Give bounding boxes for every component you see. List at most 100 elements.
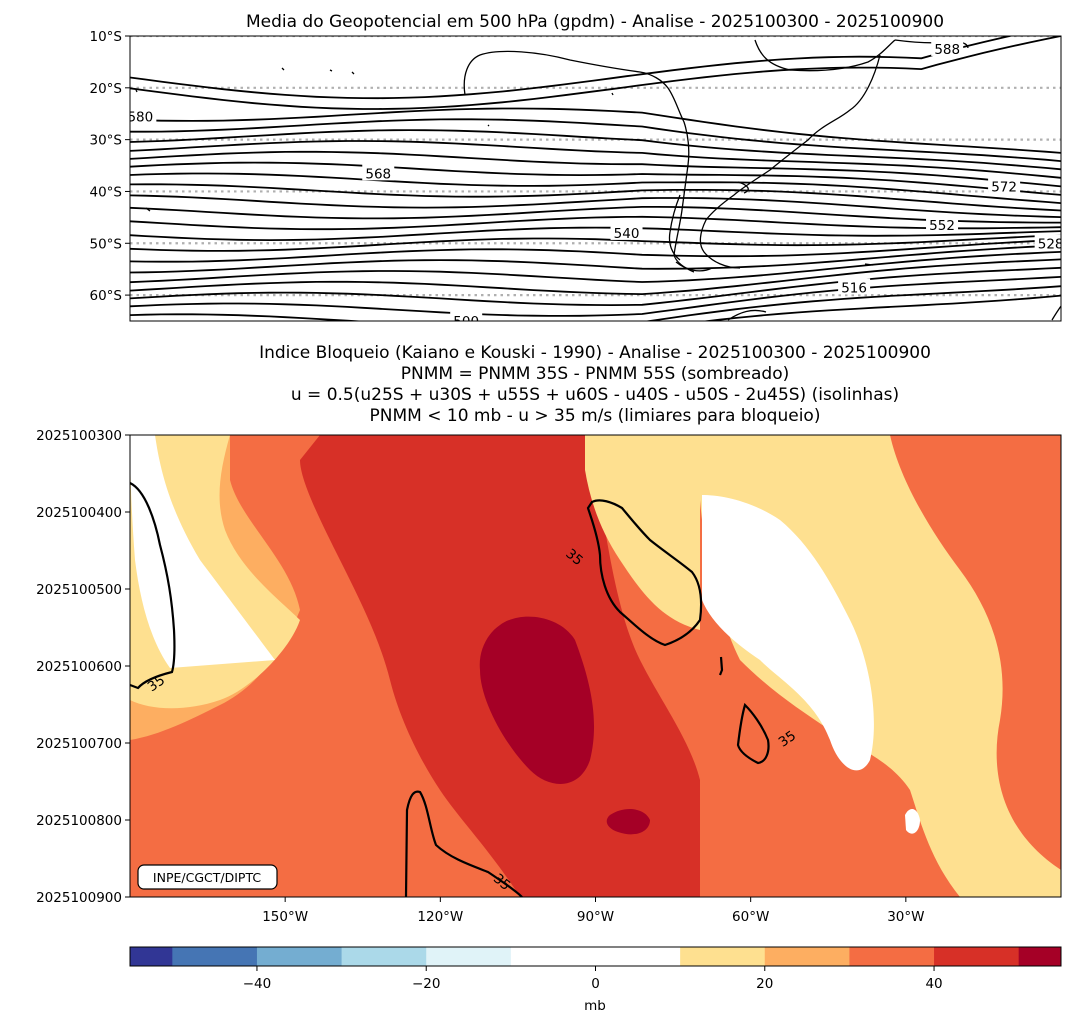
colorbar-tick-label-4: 40 [925, 976, 942, 992]
contour-508 [130, 276, 1061, 317]
isoline-35-small [718, 656, 724, 676]
blocking-title-line-1: Indice Bloqueio (Kaiano e Kouski - 1990)… [259, 343, 931, 363]
credit-box: INPE/CGCT/DIPTC [137, 864, 278, 890]
colorbar-segment-8 [849, 947, 935, 966]
time-tick-label-2025100700: 2025100700 [36, 736, 122, 752]
contour-label-516: 516 [841, 280, 867, 296]
contour-552 [130, 183, 1061, 212]
colorbar-segment-9 [934, 947, 1020, 966]
colorbar-ticks: −40 −20 0 20 40 [243, 966, 943, 992]
colorbar-segment-7 [764, 947, 850, 966]
blocking-title-line-2: PNMM = PNMM 35S - PNMM 55S (sombreado) [401, 364, 790, 384]
contour-516 [130, 258, 1061, 296]
isoline-35-east [736, 702, 770, 765]
colorbar-segment-6 [680, 947, 766, 966]
colorbar [130, 947, 1062, 966]
contour-520 [130, 251, 1061, 284]
contour-588 [130, 36, 1014, 100]
contour-label-bg-528 [1034, 234, 1061, 251]
contour-label-bg-572 [988, 177, 1021, 194]
contour-label-568: 568 [365, 166, 391, 182]
colorbar-tick-label-1: −20 [412, 976, 441, 992]
time-tick-label-2025100500: 2025100500 [36, 582, 122, 598]
lat-tick-label-40: 40°S [90, 184, 123, 200]
geopotential-map-frame [129, 35, 1062, 322]
lon-tick-label-120°W: 120°W [417, 909, 463, 925]
lat-tick-label-50: 50°S [90, 236, 123, 252]
isoline-35-center [586, 499, 703, 647]
blocking-title-line-4: PNMM < 10 mb - u > 35 m/s (limiares para… [370, 406, 821, 426]
tierra-del-fuego [668, 194, 713, 272]
colorbar-segment-10 [1018, 947, 1062, 966]
isoline-35-west [130, 482, 176, 690]
colorbar-tick-label-2: 0 [591, 976, 600, 992]
contour-568 [130, 140, 1061, 179]
lon-tick-label-30°W: 30°W [887, 909, 924, 925]
colorbar-segment-0 [130, 947, 173, 966]
contour-label-bg-552 [926, 216, 959, 233]
lon-tick-label-90°W: 90°W [577, 909, 614, 925]
contour-label-540: 540 [614, 226, 640, 242]
longitude-axis: 150°W 120°W 90°W 60°W 30°W [262, 897, 924, 925]
colorbar-segment-5 [510, 947, 681, 966]
contour-544 [130, 206, 1061, 224]
contour-label-580: 580 [127, 109, 153, 125]
colorbar-segment-4 [426, 947, 512, 966]
colorbar-tick-label-0: −40 [243, 976, 272, 992]
time-tick-label-2025100300: 2025100300 [36, 428, 122, 444]
lat-tick-label-30: 30°S [90, 133, 123, 149]
lat-tick-label-20: 20°S [90, 81, 123, 97]
time-tick-label-2025100900: 2025100900 [36, 890, 122, 906]
blocking-index-title: Indice Bloqueio (Kaiano e Kouski - 1990)… [259, 343, 931, 426]
contour-540 [130, 215, 1061, 231]
contour-564 [130, 150, 1061, 188]
contour-label-bg-588 [931, 39, 964, 56]
credit-box-border [137, 864, 278, 890]
contour-512 [130, 266, 1061, 307]
region-class-50-55-small [606, 808, 650, 835]
contour-label-552: 552 [929, 218, 955, 234]
contour-528 [130, 238, 1061, 263]
isolines-35 [130, 482, 770, 897]
contour-label-588: 588 [934, 42, 960, 58]
time-tick-label-2025100400: 2025100400 [36, 505, 122, 521]
credit-text: INPE/CGCT/DIPTC [153, 870, 261, 885]
region-white-west [130, 435, 275, 668]
colorbar-label: mb [584, 998, 606, 1014]
contour-524 [130, 244, 1061, 274]
contour-548 [130, 194, 1061, 218]
contour-556 [130, 172, 1061, 204]
contour-label-bg-540 [610, 223, 643, 240]
lon-tick-label-150°W: 150°W [262, 909, 308, 925]
geopotential-chart-title: Media do Geopotencial em 500 hPa (gpdm) … [246, 12, 944, 32]
contour-label-bg-500 [450, 312, 483, 321]
region-class-50-55-core [479, 616, 595, 784]
contour-label-bg-516 [838, 278, 871, 295]
contour-532 [130, 234, 1061, 252]
contour-label-500: 500 [453, 314, 479, 330]
colorbar-tick-label-3: 20 [756, 976, 773, 992]
colorbar-segment-1 [172, 947, 258, 966]
contour-500 [700, 294, 1061, 321]
geopotential-contour-labels: 588 580 568 572 552 540 528 516 500 [127, 39, 1064, 330]
contour-580 [130, 107, 1061, 154]
lon-tick-label-60°W: 60°W [732, 909, 769, 925]
lat-tick-label-10: 10°S [90, 29, 123, 45]
island-3 [135, 67, 614, 127]
contour-label-bg-568 [362, 164, 395, 181]
time-axis: 2025100300 2025100400 2025100500 2025100600… [36, 428, 130, 906]
colorbar-segment-3 [341, 947, 427, 966]
contour-label-bg-580 [130, 107, 157, 124]
contour-label-572: 572 [991, 179, 1017, 195]
geopotential-map-area: 588 580 568 572 552 540 528 516 500 [127, 36, 1064, 330]
colorbar-segment-2 [256, 947, 343, 966]
region-white-east [702, 495, 874, 771]
contour-576 [130, 118, 1061, 162]
contour-560 [130, 161, 1061, 196]
contour-label-528: 528 [1038, 236, 1064, 252]
time-tick-label-2025100800: 2025100800 [36, 813, 122, 829]
region-white-small [905, 808, 920, 834]
